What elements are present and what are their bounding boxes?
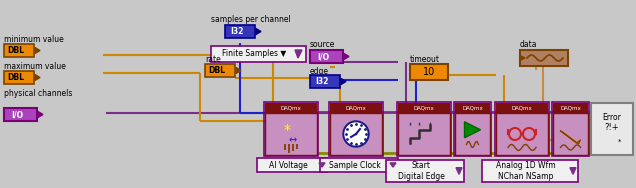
Text: I/O: I/O [11,110,24,119]
Bar [454,102,491,156]
Bar [553,103,588,113]
Polygon shape [295,50,302,58]
Text: minimum value: minimum value [4,35,64,44]
Polygon shape [341,79,346,84]
Bar [553,113,588,155]
Polygon shape [464,122,481,138]
Text: Start
Digital Edge: Start Digital Edge [398,161,445,181]
Polygon shape [456,168,462,174]
Bar [211,46,306,62]
Bar [265,113,317,155]
Bar [410,64,448,80]
Polygon shape [35,48,40,54]
Text: DAQmx: DAQmx [462,105,483,111]
Text: ?!+: ?!+ [605,124,619,133]
Bar [482,160,578,182]
Text: I32: I32 [230,27,244,36]
Bar [330,113,382,155]
Text: DAQmx: DAQmx [345,105,366,111]
Bar [496,103,548,113]
Polygon shape [236,67,241,74]
Bar [4,44,34,57]
Bar [495,102,549,156]
Polygon shape [560,131,581,144]
Polygon shape [38,111,43,118]
Text: 10: 10 [423,67,435,77]
Bar [552,102,589,156]
Text: Sample Clock: Sample Clock [329,161,381,170]
Text: data: data [520,40,537,49]
Polygon shape [256,29,261,35]
Text: DBL: DBL [8,73,25,82]
Bar [455,103,490,113]
Bar [205,64,235,77]
Bar [329,102,383,156]
Text: DAQmx: DAQmx [413,105,434,111]
Bar [264,102,318,156]
Polygon shape [319,163,325,167]
Bar [4,108,37,121]
Polygon shape [570,168,576,174]
Text: maximum value: maximum value [4,62,66,71]
Polygon shape [390,163,396,167]
Text: DAQmx: DAQmx [560,105,581,111]
Text: *: * [284,123,291,137]
Text: ↔: ↔ [289,135,297,145]
Text: *: * [618,139,621,145]
Text: I32: I32 [315,77,329,86]
Bar [296,144,298,149]
Bar [288,144,290,153]
Bar [496,113,548,155]
Polygon shape [521,56,525,60]
Bar [284,144,286,150]
Bar [4,71,34,84]
Bar [225,25,255,38]
Text: Finite Samples ▼: Finite Samples ▼ [223,49,287,58]
Circle shape [345,123,367,145]
Text: timeout: timeout [410,55,440,64]
Bar [310,75,340,88]
Bar [292,144,294,151]
Text: Analog 1D Wfm
NChan NSamp: Analog 1D Wfm NChan NSamp [496,161,556,181]
Bar [320,158,398,172]
Bar [398,113,450,155]
Text: rate: rate [205,55,221,64]
Text: DAQmx: DAQmx [511,105,532,111]
Text: source: source [310,40,335,49]
Polygon shape [35,74,40,80]
Text: DAQmx: DAQmx [280,105,301,111]
Text: DBL: DBL [8,46,25,55]
Bar [455,113,490,155]
Bar [398,103,450,113]
Text: Error: Error [602,114,621,123]
Bar [265,103,317,113]
Bar [520,50,568,66]
Polygon shape [344,54,349,59]
Bar [591,103,633,155]
Bar [257,158,327,172]
Text: edge: edge [310,67,329,76]
Circle shape [343,121,369,147]
Bar [310,50,343,63]
Text: AI Voltage: AI Voltage [268,161,307,170]
Text: samples per channel: samples per channel [211,15,291,24]
Bar [330,103,382,113]
Text: I/O: I/O [317,52,329,61]
Bar [397,102,451,156]
Text: DBL: DBL [209,66,226,75]
Bar [386,160,464,182]
Text: physical channels: physical channels [4,89,73,98]
